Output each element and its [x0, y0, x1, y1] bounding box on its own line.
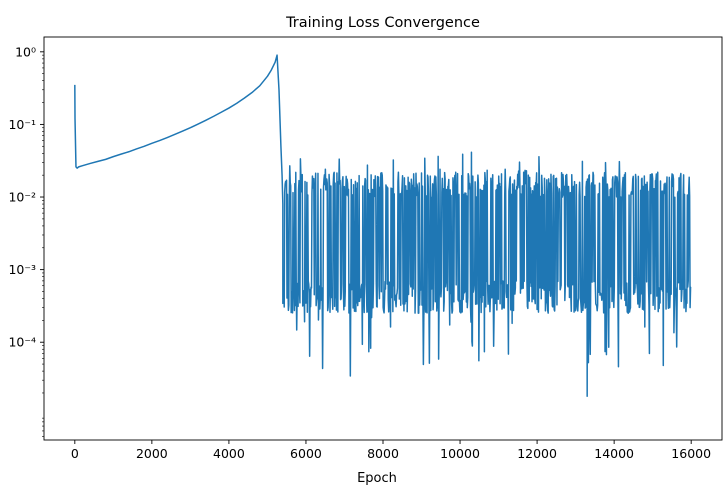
y-tick-label: 10⁰ [15, 44, 36, 59]
x-tick-label: 10000 [440, 446, 480, 461]
y-axis: 10⁻⁴ 10⁻³ 10⁻² 10⁻¹ 10⁰ [8, 44, 44, 437]
x-tick-label: 2000 [136, 446, 168, 461]
plot-area [74, 54, 692, 398]
y-tick-label: 10⁻⁴ [8, 335, 36, 350]
x-tick-label: 6000 [290, 446, 322, 461]
x-axis: 0 2000 4000 6000 8000 10000 12000 14000 16000 [71, 440, 711, 461]
loss-series-line [74, 54, 692, 398]
x-tick-label: 12000 [517, 446, 557, 461]
x-tick-label: 0 [71, 446, 79, 461]
y-tick-label: 10⁻¹ [8, 117, 36, 132]
plot-frame [43, 36, 723, 441]
chart-title: Training Loss Convergence [285, 15, 480, 31]
y-tick-label: 10⁻³ [8, 262, 36, 277]
x-tick-label: 16000 [671, 446, 711, 461]
x-tick-label: 8000 [367, 446, 399, 461]
y-tick-label: 10⁻² [8, 190, 36, 205]
x-axis-label: Epoch [357, 471, 397, 486]
x-tick-label: 14000 [594, 446, 634, 461]
x-tick-label: 4000 [213, 446, 245, 461]
